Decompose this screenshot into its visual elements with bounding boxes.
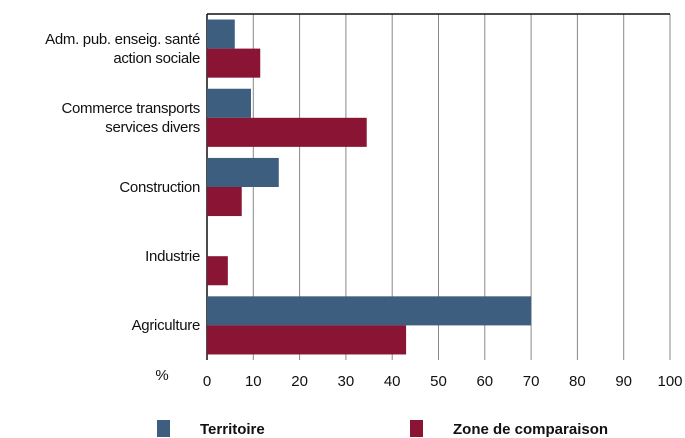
bar (207, 48, 261, 78)
bar (207, 117, 367, 147)
bar (207, 256, 228, 286)
bar (207, 157, 279, 187)
x-axis-label: % (155, 367, 168, 384)
x-tick-label: 100 (657, 373, 682, 390)
x-tick-label: 0 (203, 373, 211, 390)
bar (207, 296, 532, 326)
y-tick-label: Industrie (145, 247, 200, 265)
y-tick-label: Commerce transports services divers (61, 99, 200, 136)
x-tick-label: 20 (291, 373, 308, 390)
x-tick-label: 90 (615, 373, 632, 390)
legend-label: Territoire (200, 421, 265, 438)
legend-swatch (157, 420, 170, 437)
bar (207, 187, 242, 217)
x-tick-label: 40 (384, 373, 401, 390)
x-tick-label: 70 (523, 373, 540, 390)
x-tick-label: 30 (338, 373, 355, 390)
y-tick-label: Adm. pub. enseig. santé action sociale (45, 30, 200, 67)
x-tick-label: 50 (430, 373, 447, 390)
y-tick-label: Construction (119, 178, 200, 196)
bar (207, 19, 235, 49)
x-tick-label: 10 (245, 373, 262, 390)
x-tick-label: 60 (476, 373, 493, 390)
legend-swatch (410, 420, 423, 437)
x-tick-label: 80 (569, 373, 586, 390)
bar (207, 88, 251, 118)
legend-label: Zone de comparaison (453, 421, 608, 438)
bar (207, 325, 407, 355)
y-tick-label: Agriculture (131, 316, 201, 334)
